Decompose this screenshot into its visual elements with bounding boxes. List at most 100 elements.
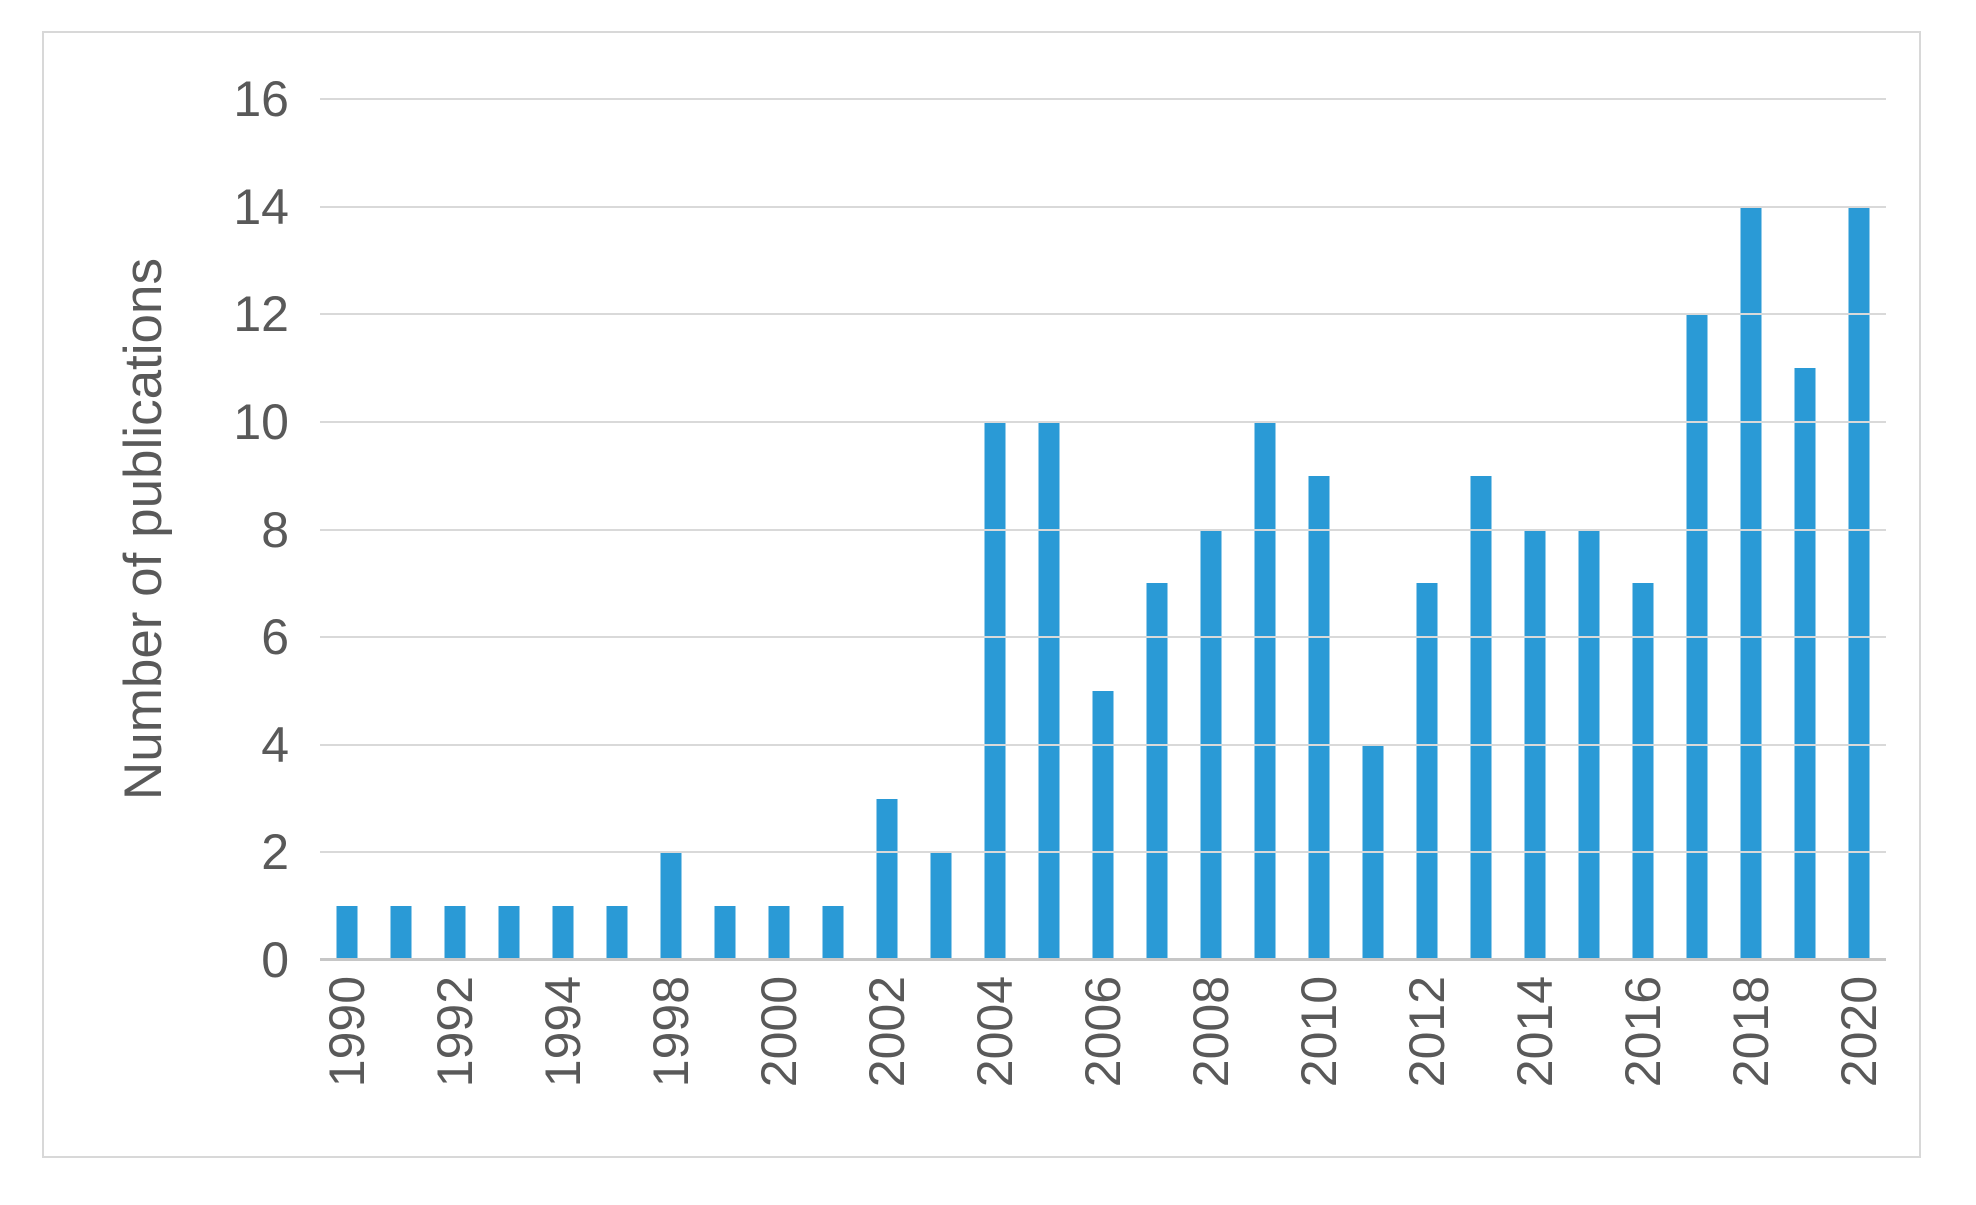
bar-1995 xyxy=(606,906,628,960)
bar-column-2019 xyxy=(1778,99,1832,960)
bar-2012 xyxy=(1416,583,1438,960)
x-tick-label-1992: 1992 xyxy=(427,976,483,1088)
bar-2006 xyxy=(1092,690,1114,960)
bar-2010 xyxy=(1308,475,1330,960)
bar-2000 xyxy=(768,906,790,960)
bar-1998 xyxy=(660,852,682,960)
x-tick: 2014 xyxy=(1507,976,1563,1088)
bar-2020 xyxy=(1848,206,1870,960)
x-tick-label-2020: 2020 xyxy=(1831,976,1887,1088)
bar-column-1991 xyxy=(374,99,428,960)
bar-column-2013 xyxy=(1454,99,1508,960)
y-axis-ticks: 0 2 4 6 8 10 12 14 16 xyxy=(44,71,289,988)
x-tick: 2010 xyxy=(1291,976,1347,1088)
bar-1990 xyxy=(336,906,358,960)
x-tick-label-2012: 2012 xyxy=(1399,976,1455,1088)
bar-column-1990: 1990 xyxy=(319,99,375,1087)
x-tick-label-1994: 1994 xyxy=(535,976,591,1088)
x-tick-label-2008: 2008 xyxy=(1183,976,1239,1088)
bar-2003 xyxy=(930,852,952,960)
bar-1992 xyxy=(444,906,466,960)
bar-2013 xyxy=(1470,475,1492,960)
bar-2007 xyxy=(1146,583,1168,960)
bar-column-1992: 1992 xyxy=(427,99,483,1087)
x-tick-label-1990: 1990 xyxy=(319,976,375,1088)
gridline-y10 xyxy=(320,420,1886,423)
x-tick: 1990 xyxy=(319,976,375,1088)
x-tick: 2000 xyxy=(751,976,807,1088)
x-tick: 1994 xyxy=(535,976,591,1088)
bar-column-2016: 2016 xyxy=(1615,99,1671,1087)
x-tick-label-2018: 2018 xyxy=(1723,976,1779,1088)
x-tick: 1998 xyxy=(643,976,699,1088)
bar-2002 xyxy=(876,798,898,960)
bar-1994 xyxy=(552,906,574,960)
y-tick-label: 2 xyxy=(261,824,289,881)
x-tick-label-2016: 2016 xyxy=(1615,976,1671,1088)
x-tick: 2020 xyxy=(1831,976,1887,1088)
bar-column-2012: 2012 xyxy=(1399,99,1455,1087)
bar-column-2003 xyxy=(914,99,968,960)
x-tick: 2018 xyxy=(1723,976,1779,1088)
bar-1999 xyxy=(714,906,736,960)
bar-column-2006: 2006 xyxy=(1075,99,1131,1087)
bar-2019 xyxy=(1794,368,1816,960)
x-tick: 1992 xyxy=(427,976,483,1088)
bar-1991 xyxy=(390,906,412,960)
x-tick: 2006 xyxy=(1075,976,1131,1088)
y-tick-label: 8 xyxy=(261,501,289,558)
gridline-y8 xyxy=(320,528,1886,531)
x-tick-label-2000: 2000 xyxy=(751,976,807,1088)
gridline-y16 xyxy=(320,98,1886,100)
y-tick-label: 14 xyxy=(233,178,289,235)
bar-column-2002: 2002 xyxy=(859,99,915,1087)
bar-2009 xyxy=(1254,421,1276,960)
gridline-y14 xyxy=(320,205,1886,208)
bar-column-2007 xyxy=(1130,99,1184,960)
x-tick-label-2014: 2014 xyxy=(1507,976,1563,1088)
bar-column-2010: 2010 xyxy=(1291,99,1347,1087)
bar-column-2009 xyxy=(1238,99,1292,960)
gridline-y2 xyxy=(320,851,1886,854)
bar-column-2000: 2000 xyxy=(751,99,807,1087)
y-tick-label: 10 xyxy=(233,393,289,450)
bar-2005 xyxy=(1038,421,1060,960)
bar-1993 xyxy=(498,906,520,960)
bar-column-2004: 2004 xyxy=(967,99,1023,1087)
x-tick-label-2010: 2010 xyxy=(1291,976,1347,1088)
y-tick-label: 0 xyxy=(261,932,289,988)
bar-2001 xyxy=(822,906,844,960)
bar-2018 xyxy=(1740,206,1762,960)
gridline-y12 xyxy=(320,313,1886,316)
y-tick-label: 16 xyxy=(233,71,289,127)
x-tick: 2004 xyxy=(967,976,1023,1088)
y-tick-label: 6 xyxy=(261,609,289,666)
x-tick: 2008 xyxy=(1183,976,1239,1088)
bar-column-1999 xyxy=(698,99,752,960)
x-axis-line xyxy=(320,958,1886,961)
x-tick: 2012 xyxy=(1399,976,1455,1088)
gridline-y4 xyxy=(320,743,1886,746)
bar-column-1994: 1994 xyxy=(535,99,591,1087)
x-tick-label-2002: 2002 xyxy=(859,976,915,1088)
bar-column-1995 xyxy=(590,99,644,960)
x-tick: 2002 xyxy=(859,976,915,1088)
y-tick-label: 4 xyxy=(261,716,289,773)
bar-column-2018: 2018 xyxy=(1723,99,1779,1087)
chart-frame: Number of publications 0 2 4 6 8 10 12 14 16 199… xyxy=(42,31,1921,1158)
x-tick-label-2006: 2006 xyxy=(1075,976,1131,1088)
bar-column-1998: 1998 xyxy=(643,99,699,1087)
x-tick: 2016 xyxy=(1615,976,1671,1088)
bar-column-2020: 2020 xyxy=(1831,99,1887,1087)
y-tick-label: 12 xyxy=(233,286,289,343)
plot-area: 1990 1992 1994 1998 2000 2002 2004 2006 2008 2010… xyxy=(319,98,1887,1087)
x-tick-label-2004: 2004 xyxy=(967,976,1023,1088)
bar-column-2001 xyxy=(806,99,860,960)
bar-2004 xyxy=(984,421,1006,960)
bar-column-2005 xyxy=(1022,99,1076,960)
gridline-y6 xyxy=(320,636,1886,639)
x-tick-label-1998: 1998 xyxy=(643,976,699,1088)
bar-2016 xyxy=(1632,583,1654,960)
bar-column-1993 xyxy=(482,99,536,960)
